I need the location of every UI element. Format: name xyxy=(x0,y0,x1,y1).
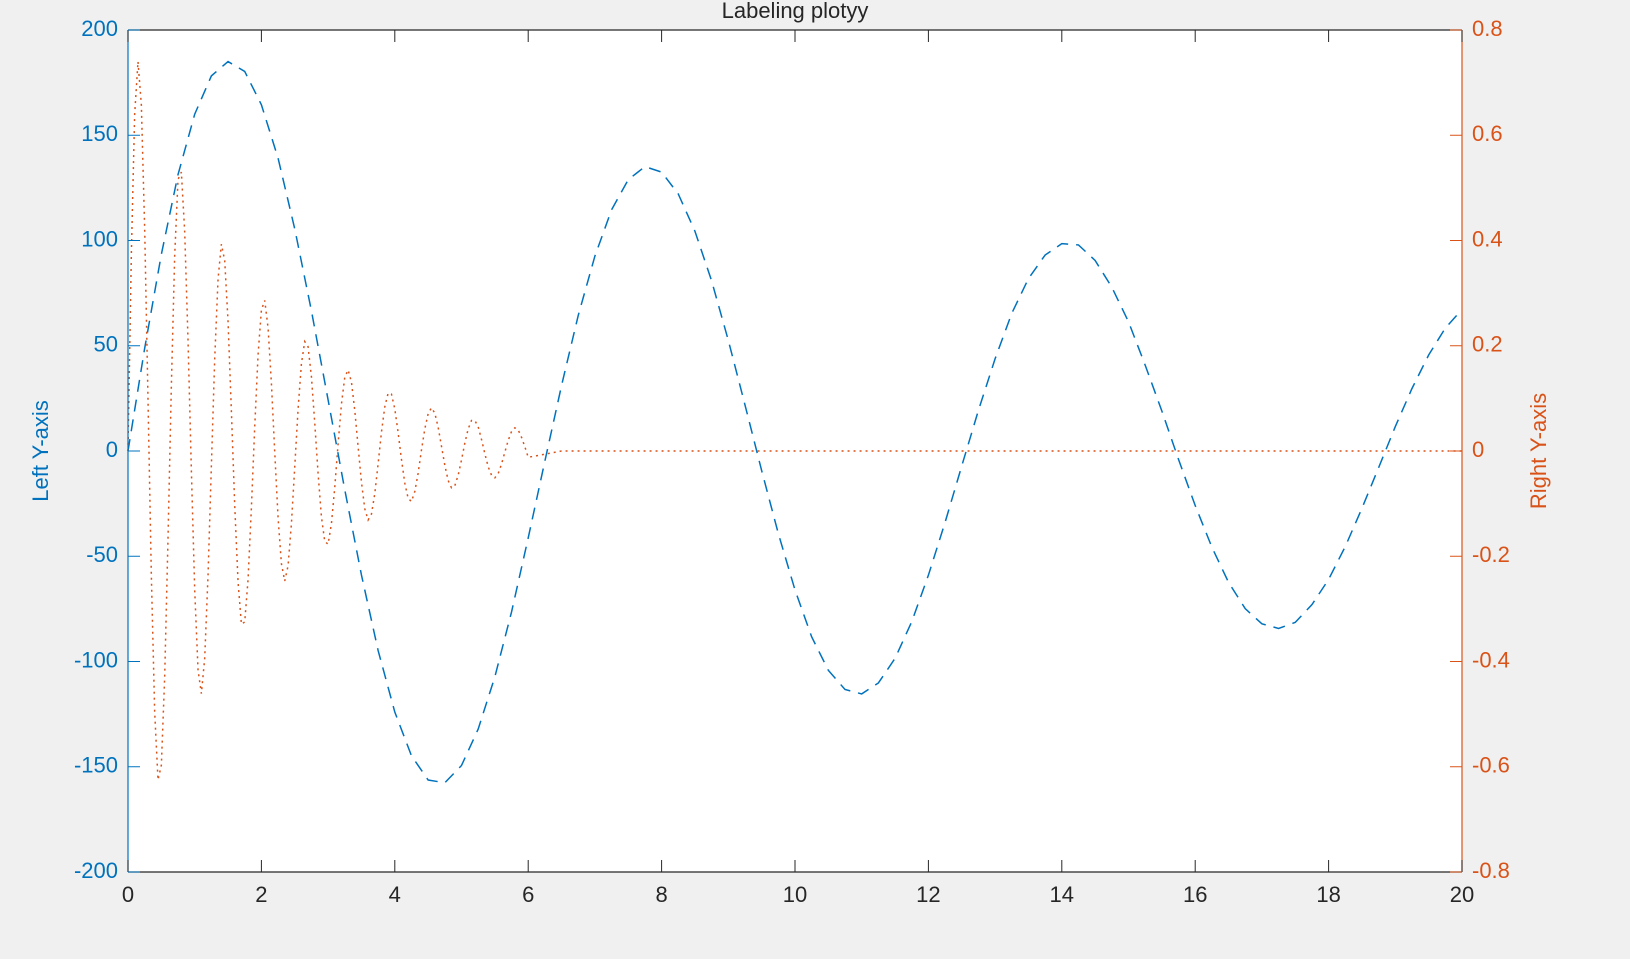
y-tick-label: 0 xyxy=(106,437,118,462)
y-tick-label: 50 xyxy=(94,332,118,357)
y-tick-label: 150 xyxy=(81,121,118,146)
x-tick-label: 14 xyxy=(1050,882,1074,907)
y-tick-label: 100 xyxy=(81,226,118,251)
x-tick-label: 6 xyxy=(522,882,534,907)
x-tick-label: 4 xyxy=(389,882,401,907)
x-tick-label: 20 xyxy=(1450,882,1474,907)
y2-tick-label: -0.6 xyxy=(1472,753,1510,778)
chart-title: Labeling plotyy xyxy=(722,0,869,23)
x-tick-label: 12 xyxy=(916,882,940,907)
y2-tick-label: -0.8 xyxy=(1472,858,1510,883)
y-tick-label: -100 xyxy=(74,647,118,672)
y2-tick-label: 0 xyxy=(1472,437,1484,462)
data-line xyxy=(127,61,1462,781)
y2-tick-label: 0.2 xyxy=(1472,332,1503,357)
y-tick-label: 200 xyxy=(81,16,118,41)
y-tick-label: -150 xyxy=(74,753,118,778)
x-tick-label: 18 xyxy=(1316,882,1340,907)
y-axis-label: Left Y-axis xyxy=(28,400,53,502)
x-tick-label: 16 xyxy=(1183,882,1207,907)
y2-axis-label: Right Y-axis xyxy=(1526,393,1551,509)
y2-tick-label: -0.4 xyxy=(1472,647,1510,672)
y2-tick-label: 0.4 xyxy=(1472,226,1503,251)
y-tick-label: -50 xyxy=(86,542,118,567)
data-line xyxy=(127,60,1463,784)
y2-tick-label: 0.6 xyxy=(1472,121,1503,146)
x-tick-label: 10 xyxy=(783,882,807,907)
y2-tick-label: -0.2 xyxy=(1472,542,1510,567)
x-tick-label: 8 xyxy=(655,882,667,907)
x-tick-label: 2 xyxy=(255,882,267,907)
y-tick-label: -200 xyxy=(74,858,118,883)
x-tick-label: 0 xyxy=(122,882,134,907)
y2-tick-label: 0.8 xyxy=(1472,16,1503,41)
